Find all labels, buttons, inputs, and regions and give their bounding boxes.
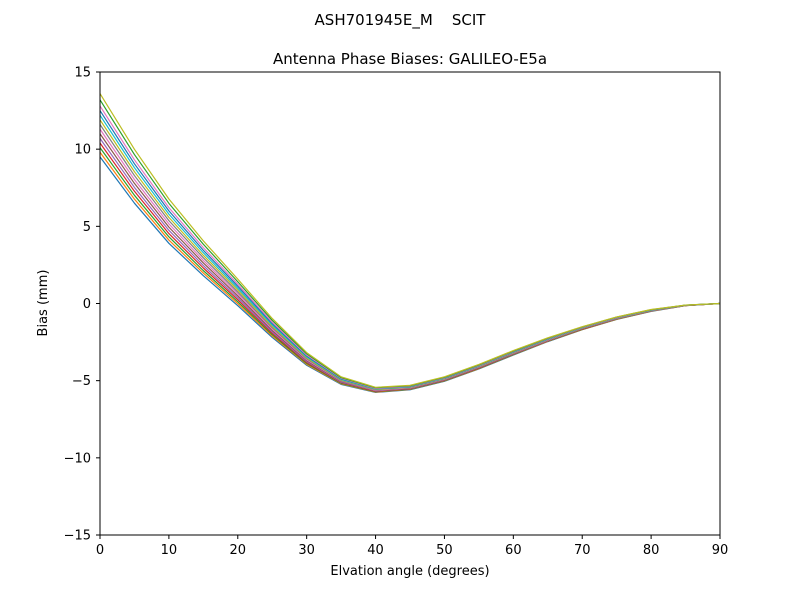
y-tick-label: 0: [83, 297, 91, 312]
x-tick-label: 10: [161, 543, 178, 558]
y-axis-label: Bias (mm): [36, 270, 51, 337]
series-line-5: [99, 133, 721, 392]
figure-suptitle: ASH701945E_M SCIT: [315, 11, 487, 30]
y-tick-label: −15: [64, 529, 91, 544]
series-line-0: [99, 156, 721, 393]
series-line-13: [99, 93, 721, 388]
axes-spines: [99, 71, 721, 536]
x-tick-label: 90: [712, 543, 729, 558]
series-line-1: [99, 151, 721, 393]
x-tick-label: 80: [643, 543, 660, 558]
x-axis-label: Elvation angle (degrees): [330, 564, 489, 579]
x-tick-label: 40: [367, 543, 384, 558]
series-line-2: [99, 147, 721, 393]
y-tick-label: −10: [64, 451, 91, 466]
x-tick-label: 60: [505, 543, 522, 558]
y-tick-label: 5: [83, 220, 91, 235]
x-tick-label: 50: [436, 543, 453, 558]
x-tick-label: 70: [574, 543, 591, 558]
y-tick-label: 15: [74, 66, 91, 81]
x-tick-label: 30: [298, 543, 315, 558]
y-tick-label: −5: [72, 374, 91, 389]
axes-title: Antenna Phase Biases: GALILEO-E5a: [273, 50, 547, 68]
series-line-4: [99, 138, 721, 392]
x-tick-label: 20: [230, 543, 247, 558]
y-tick-label: 10: [74, 143, 91, 158]
series-line-3: [99, 142, 721, 392]
x-tick-label: 0: [96, 543, 104, 558]
plot-area: 0 10 20 30 40 50 60 70 80 90 −15 −10 −5 0 5 10 15: [64, 66, 729, 559]
